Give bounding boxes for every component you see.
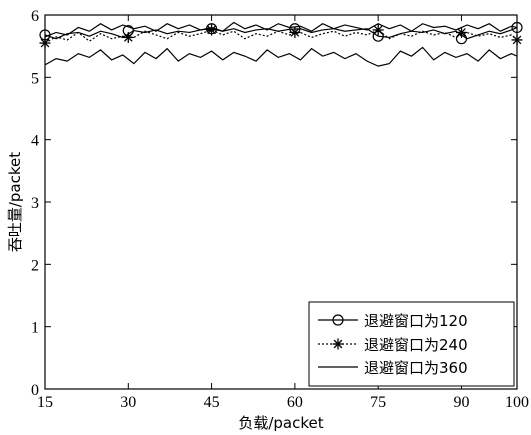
- series-120-marker: [205, 23, 218, 35]
- y-tick-label: 4: [31, 133, 39, 150]
- x-axis-label: 负载/packet: [238, 414, 323, 432]
- series-120-marker: [455, 33, 468, 45]
- x-tick-label: 90: [453, 394, 469, 411]
- x-tick-label: 60: [287, 394, 303, 411]
- y-tick-label: 5: [31, 70, 39, 87]
- x-tick-label: 75: [370, 394, 386, 411]
- series-layer: [39, 21, 523, 67]
- y-tick-label: 3: [31, 195, 39, 212]
- x-tick-label: 45: [204, 394, 220, 411]
- x-tick-label: 100: [505, 394, 529, 411]
- legend-marker-120: [332, 314, 344, 326]
- x-tick-label: 30: [120, 394, 136, 411]
- series-360-line-upper: [44, 21, 518, 38]
- y-tick-label: 0: [31, 382, 39, 399]
- legend-star-icon: [332, 338, 344, 350]
- legend-label-360: 退避窗口为360: [364, 359, 468, 377]
- x-tick-label: 15: [37, 394, 53, 411]
- y-tick-label: 6: [31, 8, 39, 25]
- legend-label-120: 退避窗口为120: [364, 312, 468, 330]
- series-120-marker: [372, 30, 384, 42]
- series-120-marker: [289, 23, 301, 35]
- y-tick-label: 1: [31, 320, 39, 337]
- y-tick-label: 2: [31, 257, 39, 274]
- y-axis-label: 吞吐量/packet: [6, 152, 24, 252]
- series-120-line: [44, 26, 518, 40]
- legend: 退避窗口为120 退避窗口为240 退避窗口为360: [308, 301, 515, 387]
- series-120-marker: [122, 24, 134, 37]
- legend-label-240: 退避窗口为240: [364, 336, 468, 354]
- legend-marker-240: [332, 338, 344, 350]
- series-360-line-lower: [44, 46, 518, 67]
